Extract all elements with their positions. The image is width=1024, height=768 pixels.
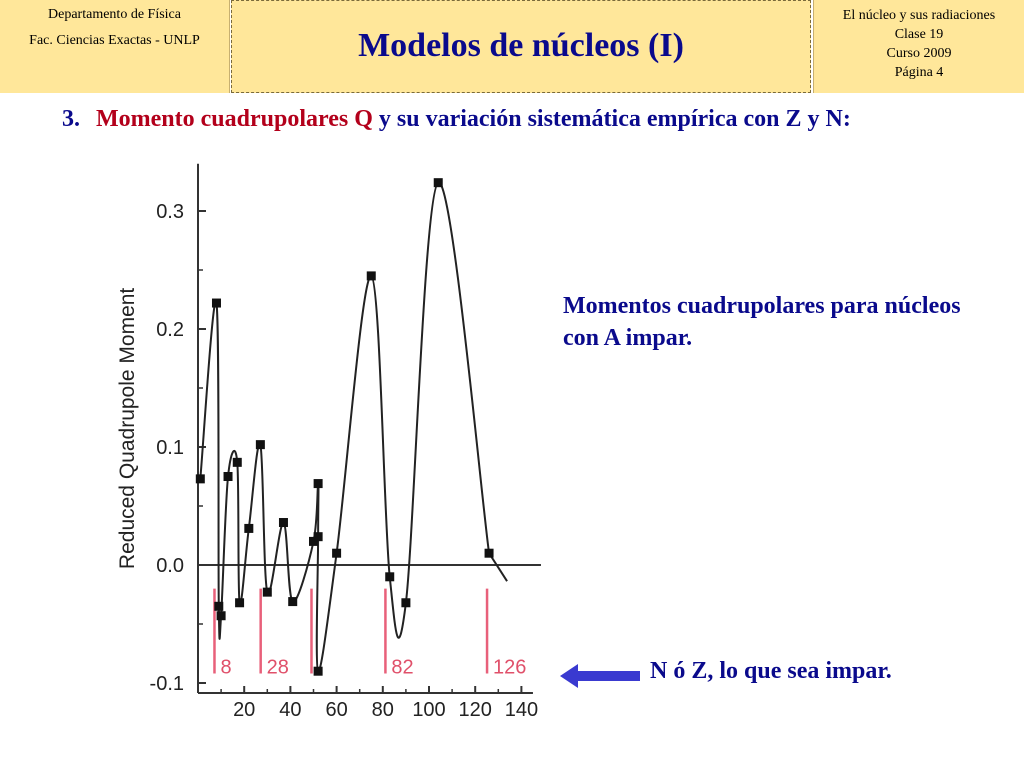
data-point xyxy=(401,598,411,608)
data-point xyxy=(309,536,318,546)
course-name-label: El núcleo y sus radiaciones xyxy=(842,8,996,23)
data-point xyxy=(214,601,224,611)
data-point xyxy=(313,532,323,542)
magic-number-label: 28 xyxy=(267,657,289,679)
arrow-note: N ó Z, lo que sea impar. xyxy=(650,658,892,684)
faculty-label: Fac. Ciencias Exactas - UNLP xyxy=(29,33,200,48)
data-point xyxy=(235,598,245,608)
header-title-box: Modelos de núcleos (I) xyxy=(231,0,811,93)
magic-number-markers: 8 28 82 126 xyxy=(213,588,526,679)
quadrupole-chart: 8 28 82 126 0.3 0.2 0.1 0.0 -0.1 20 40 60 80 100 120 1… xyxy=(116,163,541,720)
magic-number-label: 126 xyxy=(493,657,526,679)
x-tick-label: 120 xyxy=(459,699,492,720)
magic-number-label: 8 xyxy=(220,657,231,679)
header-right-box: El núcleo y sus radiaciones Clase 19 Cur… xyxy=(813,0,1024,93)
data-point xyxy=(278,518,288,528)
y-axis-title: Reduced Quadrupole Moment xyxy=(116,288,139,570)
side-note: Momentos cuadrupolares para núcleos con … xyxy=(563,293,961,351)
y-tick-label: 0.3 xyxy=(156,201,184,223)
y-tick-label: -0.1 xyxy=(150,673,184,695)
y-tick-label: 0.0 xyxy=(156,555,184,577)
data-point xyxy=(366,271,376,281)
tick-labels: 0.3 0.2 0.1 0.0 -0.1 20 40 60 80 100 120 140 xyxy=(150,201,539,720)
x-tick-label: 20 xyxy=(233,699,255,720)
x-tick-label: 60 xyxy=(325,699,347,720)
data-point xyxy=(223,472,233,481)
data-point xyxy=(288,597,298,607)
data-point xyxy=(332,548,342,558)
x-tick-label: 80 xyxy=(372,699,394,720)
section-heading-highlight: Momento cuadrupolares Q xyxy=(96,106,373,132)
y-tick-label: 0.2 xyxy=(156,319,184,341)
section-number: 3. xyxy=(62,106,80,132)
data-point xyxy=(433,178,443,188)
data-point xyxy=(244,523,254,533)
year-label: Curso 2009 xyxy=(886,46,952,61)
x-tick-label: 140 xyxy=(505,699,538,720)
data-points xyxy=(195,178,494,676)
page-label: Página 4 xyxy=(894,65,944,80)
class-label: Clase 19 xyxy=(894,27,944,42)
data-point xyxy=(313,479,323,489)
data-point xyxy=(385,572,395,582)
slide-title: Modelos de núcleos (I) xyxy=(358,27,684,64)
data-point xyxy=(262,587,272,597)
x-tick-label: 40 xyxy=(279,699,301,720)
data-point xyxy=(255,440,265,450)
x-tick-label: 100 xyxy=(412,699,445,720)
data-point xyxy=(216,611,226,621)
section-heading-rest: y su variación sistemática empírica con … xyxy=(378,106,851,132)
header-left-box: Departamento de Física Fac. Ciencias Exa… xyxy=(0,0,230,93)
trend-curve xyxy=(199,181,508,673)
magic-number-label: 82 xyxy=(391,657,413,679)
y-tick-label: 0.1 xyxy=(156,437,184,459)
data-point xyxy=(195,474,205,484)
data-point xyxy=(313,666,323,676)
section-heading: 3. Momento cuadrupolares Q y su variación… xyxy=(62,106,851,133)
data-point xyxy=(484,548,494,558)
left-arrow-icon xyxy=(560,664,640,688)
data-point xyxy=(232,457,242,467)
data-point xyxy=(211,298,221,308)
department-label: Departamento de Física xyxy=(48,7,181,22)
chart-axes xyxy=(197,163,541,694)
